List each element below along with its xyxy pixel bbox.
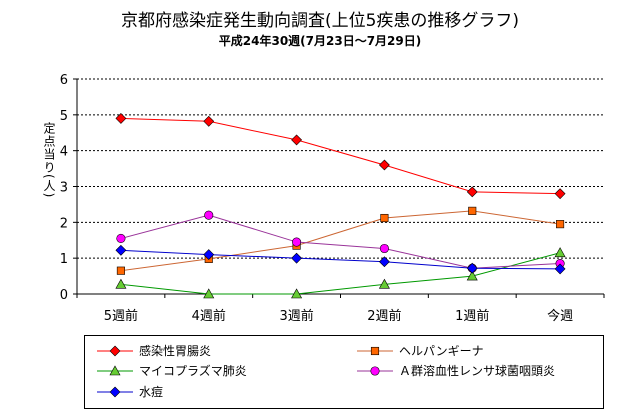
x-tick-label: 3週前 <box>279 308 313 324</box>
data-point <box>378 278 390 289</box>
x-tick-label: 2週前 <box>367 308 401 324</box>
x-tick-label: 1週前 <box>455 308 489 324</box>
legend-item: ヘルパンギーナ <box>357 343 597 359</box>
legend-swatch <box>357 366 393 376</box>
data-point <box>116 266 125 275</box>
legend-item: マイコプラズマ肺炎 <box>97 363 337 379</box>
legend-swatch <box>97 365 133 376</box>
data-point <box>370 346 380 356</box>
data-point <box>466 186 478 198</box>
data-point <box>378 159 390 171</box>
data-point <box>291 288 303 299</box>
data-point <box>370 366 380 376</box>
data-point <box>291 134 303 146</box>
data-point <box>466 270 478 281</box>
data-point <box>554 188 566 200</box>
series-5 <box>115 244 566 275</box>
x-tick-label: 5週前 <box>104 308 138 324</box>
legend-swatch <box>97 345 133 357</box>
data-point <box>115 244 127 256</box>
legend-item: Ａ群溶血性レンサ球菌咽頭炎 <box>357 363 597 379</box>
data-point <box>109 345 121 357</box>
data-point <box>203 115 215 127</box>
series-line <box>120 252 561 295</box>
data-point <box>203 249 215 261</box>
data-point <box>116 233 126 244</box>
data-point <box>203 288 215 299</box>
legend-item: 感染性胃腸炎 <box>97 343 337 359</box>
data-point <box>115 278 127 289</box>
legend-swatch <box>97 386 133 398</box>
legend-label: 感染性胃腸炎 <box>139 344 212 358</box>
data-point <box>556 220 565 229</box>
legend-label: マイコプラズマ肺炎 <box>139 364 247 378</box>
legend-label: Ａ群溶血性レンサ球菌咽頭炎 <box>399 364 556 378</box>
series-line <box>120 210 561 272</box>
data-point <box>379 243 389 254</box>
data-point <box>204 210 214 220</box>
data-point <box>292 237 302 247</box>
data-point <box>115 112 127 124</box>
data-point <box>378 256 390 268</box>
data-point <box>291 252 303 264</box>
legend-item: 水痘 <box>97 384 337 400</box>
legend-label: 水痘 <box>139 385 164 399</box>
legend-swatch <box>357 346 393 356</box>
series-4 <box>116 210 565 273</box>
series-2 <box>116 206 565 275</box>
y-tick-label: 3 <box>60 181 68 196</box>
data-point <box>468 206 477 215</box>
data-point <box>109 386 121 398</box>
data-point <box>466 262 478 274</box>
series-line <box>120 117 561 195</box>
chart-title: 京都府感染症発生動向調査(上位5疾患の推移グラフ) <box>120 11 520 31</box>
y-axis-label: 定点当り(人) <box>42 122 56 199</box>
series-1 <box>115 112 566 200</box>
y-tick-label: 4 <box>60 145 68 160</box>
data-point <box>109 365 121 376</box>
series-3 <box>115 247 566 299</box>
series-line <box>120 214 561 269</box>
chart-subtitle: 平成24年30週(7月23日～7月29日) <box>218 34 422 48</box>
y-tick-label: 0 <box>60 288 68 303</box>
x-tick-label: 今週 <box>547 308 573 324</box>
legend-label: ヘルパンギーナ <box>399 344 484 358</box>
legend: 感染性胃腸炎 ヘルパンギーナマイコプラズマ肺炎 Ａ群溶血性レンサ球菌咽頭炎水痘 <box>84 335 604 409</box>
y-tick-label: 1 <box>60 252 68 267</box>
y-tick-label: 5 <box>60 109 68 124</box>
y-tick-label: 6 <box>60 73 68 88</box>
series-line <box>120 249 561 270</box>
y-tick-label: 2 <box>60 216 68 231</box>
data-point <box>380 213 389 223</box>
x-tick-label: 4週前 <box>192 308 226 324</box>
data-point <box>554 247 566 258</box>
data-point <box>554 263 566 275</box>
